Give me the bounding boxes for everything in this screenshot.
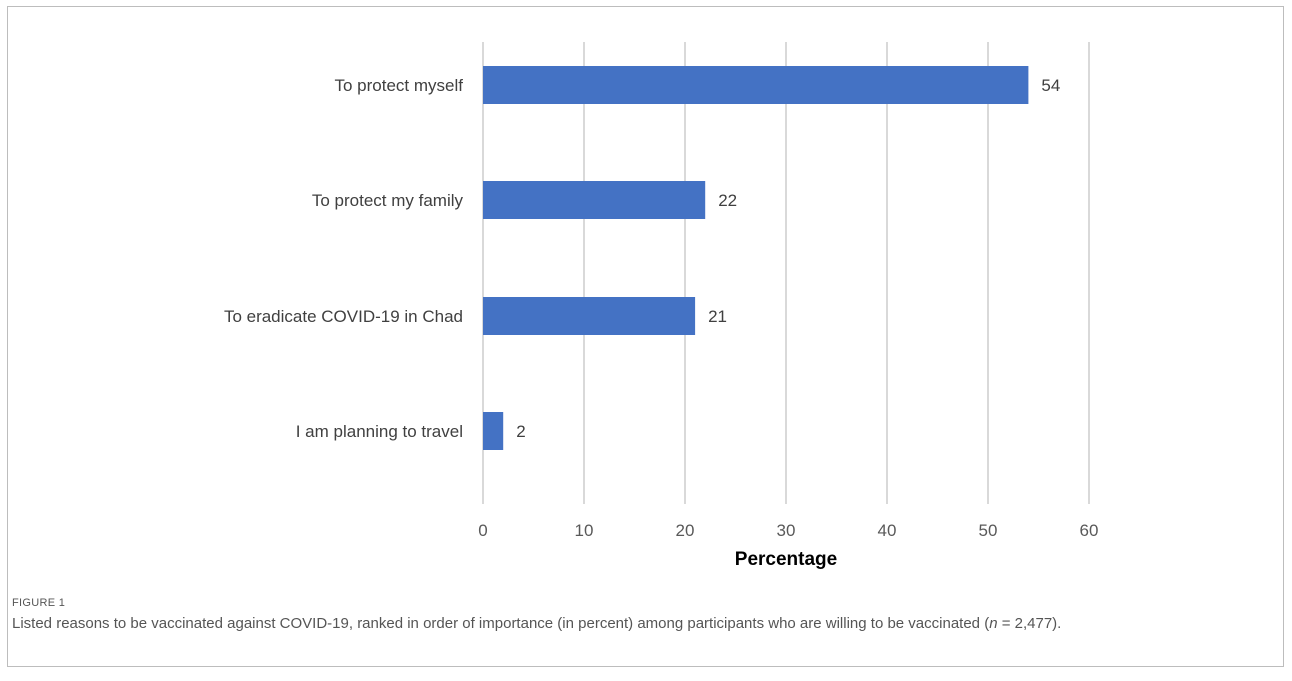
category-label: To eradicate COVID-19 in Chad [224,307,463,326]
caption-text-end: = 2,477). [997,615,1062,632]
gridlines [482,42,1090,504]
x-axis-title: Percentage [735,549,837,570]
bar [483,297,696,335]
x-tick-label: 50 [979,521,998,540]
labels: 0 10 20 30 40 50 60 To protect myself 54 To prote… [224,76,1099,540]
category-label: To protect myself [335,76,464,95]
category-label: I am planning to travel [296,422,463,441]
category-label: To protect my family [312,191,464,210]
x-tick-label: 30 [777,521,796,540]
caption-text-start: Listed reasons to be vaccinated against … [12,615,990,632]
data-label: 21 [708,307,727,326]
caption-variable: n [989,615,998,632]
x-tick-label: 10 [575,521,594,540]
x-tick-label: 40 [878,521,897,540]
figure-label: FIGURE 1 [12,597,66,609]
bar-chart: 0 10 20 30 40 50 60 To protect myself 54 To prote… [224,42,1099,570]
data-label: 2 [516,422,525,441]
bar [483,412,504,450]
figure-frame [7,6,1284,667]
data-label: 22 [718,191,737,210]
x-tick-label: 60 [1080,521,1099,540]
figure-caption: Listed reasons to be vaccinated against … [12,613,1252,634]
x-tick-label: 20 [676,521,695,540]
x-tick-label: 0 [478,521,487,540]
bar [483,66,1029,104]
data-label: 54 [1041,76,1060,95]
bar [483,181,706,219]
bars [483,66,1029,450]
